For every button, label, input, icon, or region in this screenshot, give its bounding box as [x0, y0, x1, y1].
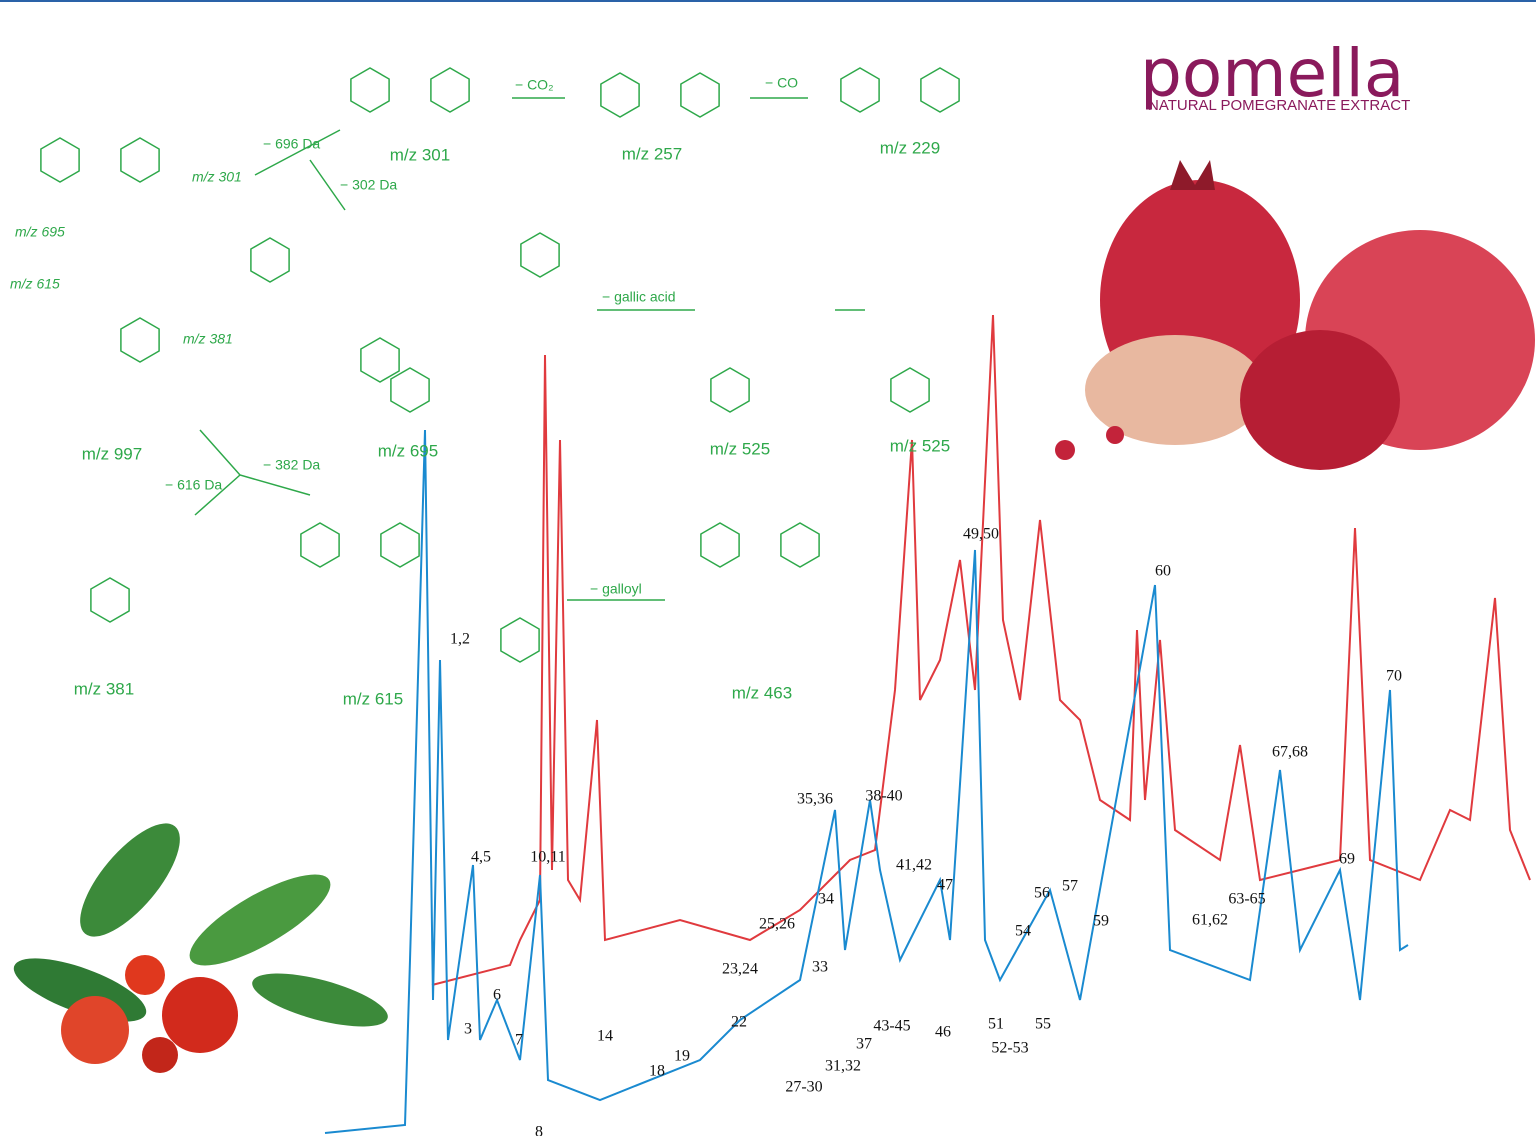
ring [711, 368, 749, 412]
peak-label: 3 [464, 1021, 472, 1038]
peak-label: 63-65 [1228, 891, 1265, 908]
peak-label: 25,26 [759, 916, 795, 933]
compound-label: m/z 525 [890, 436, 950, 455]
ring [351, 68, 389, 112]
structures [41, 68, 959, 662]
ring [431, 68, 469, 112]
loss-label: − 382 Da [263, 457, 320, 473]
ring [891, 368, 929, 412]
peak-label: 55 [1035, 1016, 1051, 1033]
peak-label: 49,50 [963, 526, 999, 543]
cleavage-label: m/z 615 [10, 276, 60, 292]
loss-label: − 616 Da [165, 477, 222, 493]
peak-label: 69 [1339, 851, 1355, 868]
compound-label: m/z 463 [732, 683, 792, 702]
ring [921, 68, 959, 112]
peak-label: 14 [597, 1028, 613, 1045]
peak-label: 60 [1155, 563, 1171, 580]
loss-label: − galloyl [590, 581, 642, 597]
loss-label: − 696 Da [263, 136, 320, 152]
peak-label: 37 [856, 1036, 872, 1053]
peak-label: 23,24 [722, 961, 758, 978]
compound-label: m/z 997 [82, 444, 142, 463]
compound-label: m/z 615 [343, 689, 403, 708]
compound-label: m/z 695 [378, 441, 438, 460]
ring [681, 73, 719, 117]
peak-label: 1,2 [450, 631, 470, 648]
compound-label: m/z 257 [622, 144, 682, 163]
peak-label: 56 [1034, 885, 1050, 902]
peak-label: 67,68 [1272, 744, 1308, 761]
ring [501, 618, 539, 662]
compound-label: m/z 381 [74, 679, 134, 698]
peak-label: 33 [812, 959, 828, 976]
peak-label: 19 [674, 1048, 690, 1065]
arrows [195, 98, 865, 600]
logo-tagline: NATURAL POMEGRANATE EXTRACT [1148, 97, 1410, 114]
peak-label: 61,62 [1192, 912, 1228, 929]
cleavage-label: m/z 695 [15, 224, 65, 240]
ring [361, 338, 399, 382]
peak-label: 54 [1015, 923, 1031, 940]
cleavage-label: m/z 381 [183, 331, 233, 347]
peak-label: 18 [649, 1063, 665, 1080]
compound-label: m/z 525 [710, 439, 770, 458]
peak-label: 59 [1093, 913, 1109, 930]
ring [701, 523, 739, 567]
loss-label: − CO₂ [515, 77, 554, 93]
ring [391, 368, 429, 412]
peak-label: 35,36 [797, 791, 833, 808]
ring [121, 138, 159, 182]
pomegranate-photo [1055, 160, 1535, 470]
ring [781, 523, 819, 567]
peak-label: 7 [515, 1032, 523, 1049]
ring [121, 318, 159, 362]
peak-label: 38-40 [865, 788, 902, 805]
peak-label: 52-53 [991, 1040, 1028, 1057]
ring [381, 523, 419, 567]
peak-label: 10,11 [530, 849, 565, 866]
cleavage-label: m/z 301 [192, 169, 242, 185]
peak-label: 6 [493, 987, 501, 1004]
peak-label: 57 [1062, 878, 1078, 895]
peak-label: 8 [535, 1124, 543, 1136]
peak-label: 34 [818, 891, 834, 908]
peak-label: 70 [1386, 668, 1402, 685]
compound-label: m/z 229 [880, 138, 940, 157]
peak-label: 27-30 [785, 1079, 822, 1096]
figure: pomella NATURAL POMEGRANATE EXTRACT m/z … [0, 0, 1536, 1136]
ring [601, 73, 639, 117]
peak-label: 41,42 [896, 857, 932, 874]
page: pomella NATURAL POMEGRANATE EXTRACT m/z … [0, 0, 1536, 1136]
flower-photo [7, 808, 393, 1073]
peak-label: 43-45 [873, 1018, 910, 1035]
peak-label: 46 [935, 1024, 951, 1041]
ring [91, 578, 129, 622]
loss-label: − CO [765, 75, 798, 91]
ring [41, 138, 79, 182]
ring [841, 68, 879, 112]
loss-label: − gallic acid [602, 289, 676, 305]
peak-label: 31,32 [825, 1058, 861, 1075]
ring [521, 233, 559, 277]
peak-label: 4,5 [471, 849, 491, 866]
loss-label: − 302 Da [340, 177, 397, 193]
peak-label: 47 [937, 877, 953, 894]
peak-label: 22 [731, 1014, 747, 1031]
peak-label: 51 [988, 1016, 1004, 1033]
ring [301, 523, 339, 567]
ring [251, 238, 289, 282]
compound-label: m/z 301 [390, 145, 450, 164]
